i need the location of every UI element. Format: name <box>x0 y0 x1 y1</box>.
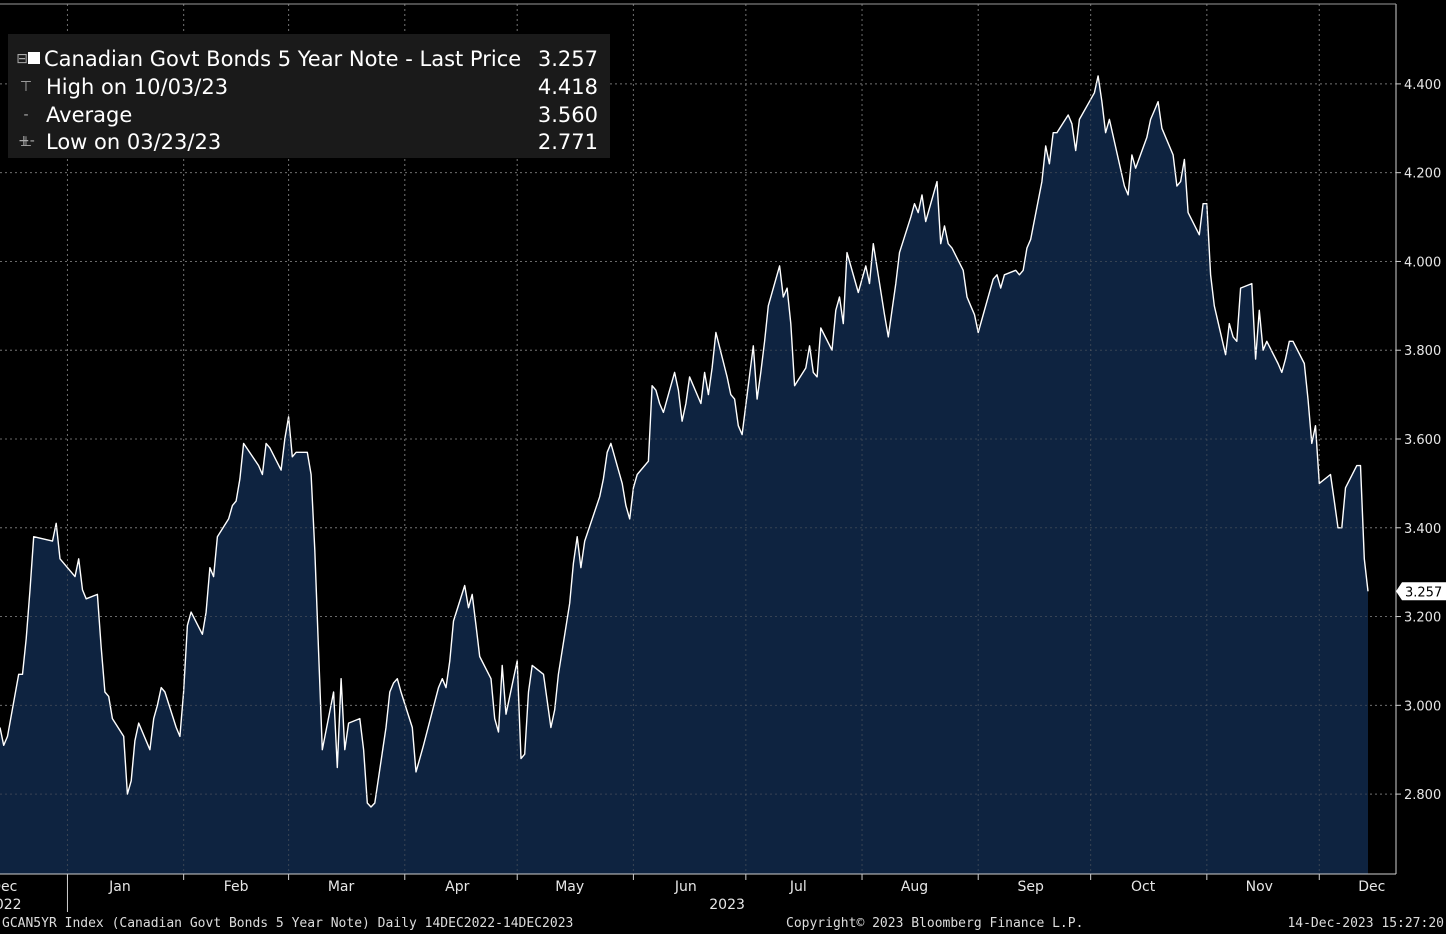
price-line <box>0 75 1369 808</box>
legend-title-text: Canadian Govt Bonds 5 Year Note - Last P… <box>44 47 522 71</box>
legend-high-label: High on 10/03/23 <box>46 75 229 99</box>
collapse-icon[interactable]: ⊟ <box>16 51 28 67</box>
y-tick-label: 3.000 <box>1404 699 1441 714</box>
legend-average-value: 3.560 <box>537 103 598 127</box>
legend-row-high: ⊤ High on 10/03/23 4.418 <box>8 74 610 100</box>
x-tick-label: Sep <box>1017 879 1044 895</box>
y-tick-label: 4.200 <box>1404 167 1441 182</box>
low-marker-icon: ⊥ <box>19 134 33 150</box>
legend-low-label: Low on 03/23/23 <box>46 130 222 154</box>
x-tick-label: Aug <box>901 879 928 895</box>
x-year-label: 2022 <box>0 897 22 913</box>
x-year-label: 2023 <box>709 897 745 913</box>
y-tick-label: 4.400 <box>1404 78 1441 93</box>
y-tick-label: 3.200 <box>1404 611 1441 626</box>
y-tick-label: 2.800 <box>1404 788 1441 803</box>
x-axis-ticks: Dec Jan Feb Mar Apr May Jun Jul Aug Sep Oct Nov Dec 2… <box>0 874 1385 913</box>
legend-row-average: -+- Average 3.560 <box>8 102 610 149</box>
series-swatch-icon <box>28 52 40 64</box>
last-price-label: 3.257 <box>1405 585 1442 600</box>
price-area-fill <box>0 75 1368 874</box>
y-axis-ticks: 4.400 4.200 4.000 3.800 3.600 3.400 3.200 3.000… <box>1396 78 1441 803</box>
last-price-tag <box>1396 582 1446 601</box>
legend-average-label: Average <box>46 103 133 127</box>
x-tick-label: Mar <box>328 879 355 895</box>
legend-title-value: 3.257 <box>537 47 598 71</box>
y-tick-label: 3.800 <box>1404 344 1441 359</box>
x-tick-label: May <box>555 879 584 895</box>
x-tick-label: Dec <box>1358 879 1385 895</box>
x-tick-label: Jan <box>108 879 131 895</box>
footer-copyright: Copyright© 2023 Bloomberg Finance L.P. <box>786 916 1084 931</box>
footer-timestamp: 14-Dec-2023 15:27:20 <box>1287 916 1444 931</box>
y-tick-label: 3.600 <box>1404 433 1441 448</box>
legend-title-row: ⊟ Canadian Govt Bonds 5 Year Note - Last… <box>8 46 610 72</box>
legend-high-value: 4.418 <box>537 75 598 99</box>
high-marker-icon: ⊤ <box>19 79 33 95</box>
x-tick-label: Feb <box>224 879 249 895</box>
y-tick-label: 4.000 <box>1404 255 1441 270</box>
average-marker-icon: -+- <box>18 107 35 149</box>
x-tick-label: Jun <box>674 879 697 895</box>
x-tick-label: Oct <box>1131 879 1156 895</box>
legend-row-low: ⊥ Low on 03/23/23 2.771 <box>8 129 610 155</box>
last-price-marker: 3.257 <box>1396 582 1446 601</box>
legend-title: Canadian Govt Bonds 5 Year Note - Last P… <box>28 46 521 72</box>
y-tick-label: 3.400 <box>1404 522 1441 537</box>
legend-low-value: 2.771 <box>537 130 598 154</box>
x-tick-label: Jul <box>789 879 807 895</box>
legend-box: ⊟ Canadian Govt Bonds 5 Year Note - Last… <box>8 34 610 158</box>
footer-ticker-info: GCAN5YR Index (Canadian Govt Bonds 5 Yea… <box>2 916 574 931</box>
x-tick-label: Apr <box>445 879 469 895</box>
x-tick-label: Dec <box>0 879 17 895</box>
x-tick-label: Nov <box>1246 879 1273 895</box>
